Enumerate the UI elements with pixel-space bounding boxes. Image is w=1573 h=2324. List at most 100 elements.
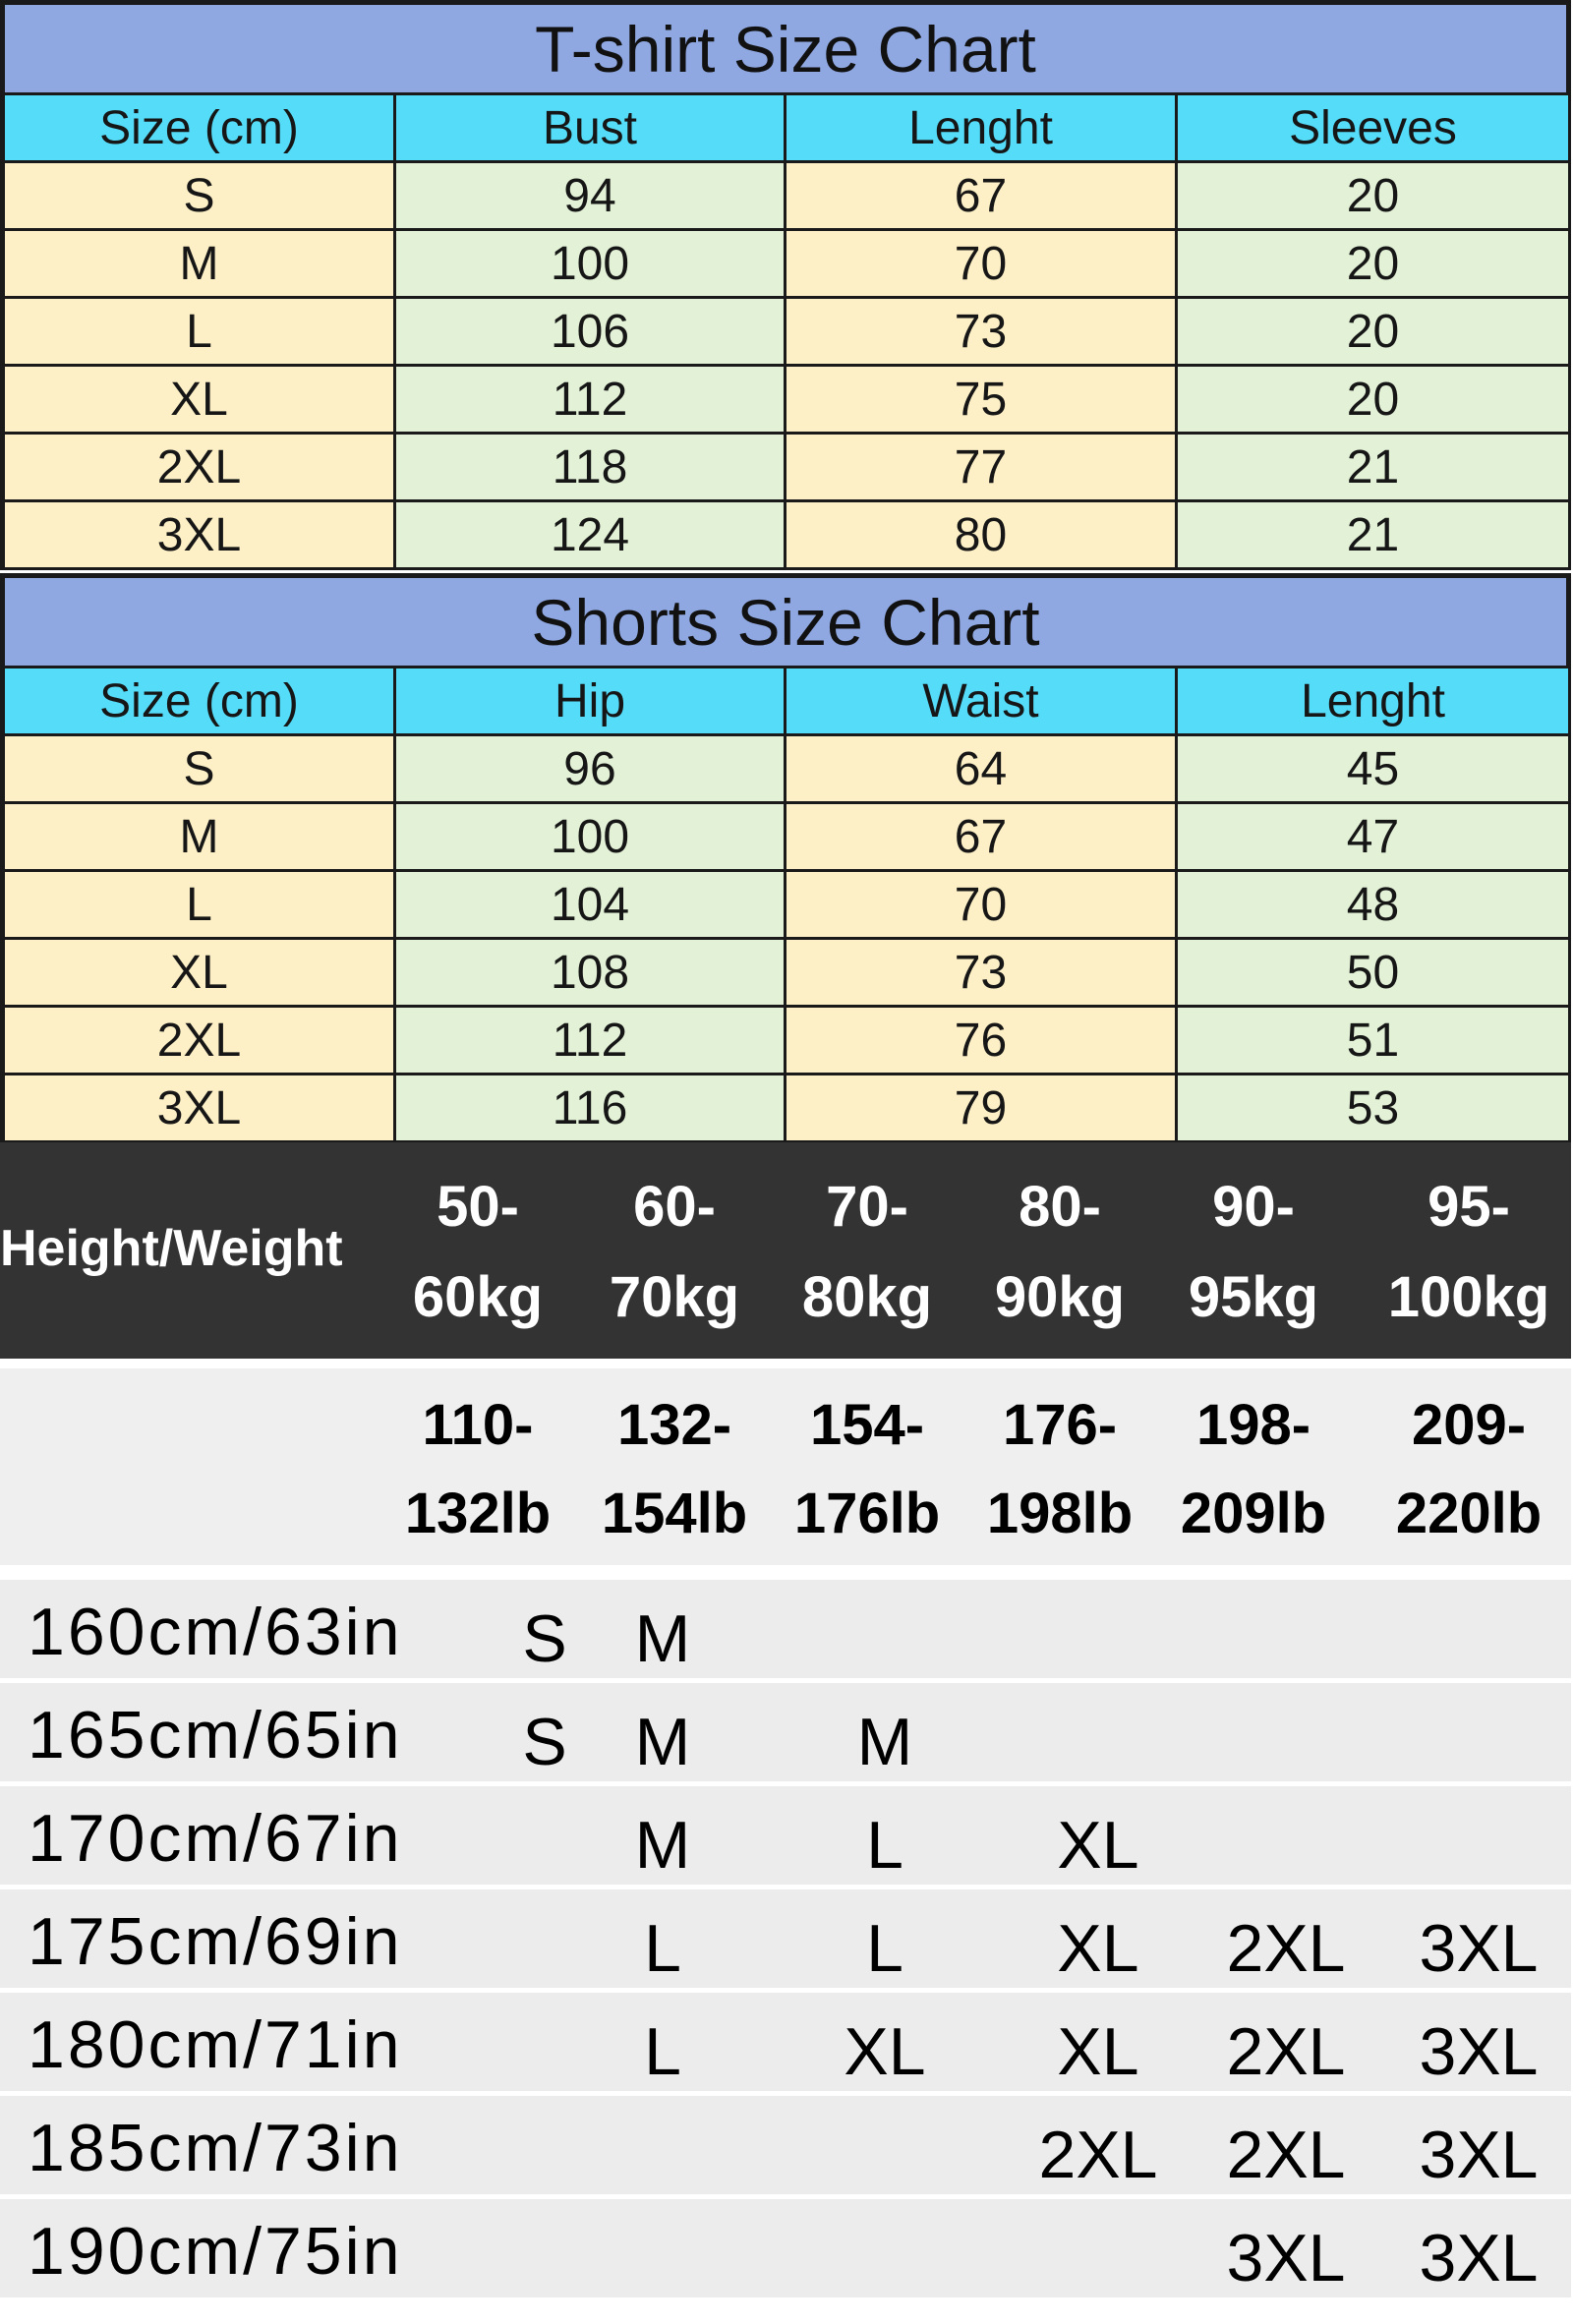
height-label: 165cm/65in <box>28 1698 403 1772</box>
kg-range-start: 60- <box>633 1175 716 1239</box>
shorts-cell: L <box>0 872 396 940</box>
lb-range-end: 198lb <box>986 1482 1134 1545</box>
shorts-cell: 50 <box>1178 940 1571 1008</box>
recommended-size: XL <box>844 2014 926 2089</box>
kg-range-start: 90- <box>1212 1175 1295 1239</box>
shorts-cell: 3XL <box>0 1075 396 1143</box>
kg-range-end: 95kg <box>1188 1265 1319 1329</box>
recommended-size: L <box>866 1911 903 1986</box>
shorts-cell: 2XL <box>0 1008 396 1075</box>
recommended-size: 2XL <box>1226 1911 1346 1986</box>
lb-range-start: 209- <box>1411 1393 1527 1457</box>
recommended-size: 2XL <box>1226 2014 1346 2089</box>
recommended-size: 3XL <box>1226 2221 1346 2295</box>
kg-range-start: 50- <box>437 1175 519 1239</box>
tshirt-cell: 3XL <box>0 502 396 570</box>
lb-range-start: 154- <box>809 1393 925 1457</box>
shorts-cell: 104 <box>396 872 786 940</box>
tshirt-cell: 70 <box>786 231 1178 299</box>
shorts-cell: 112 <box>396 1008 786 1075</box>
recommended-size: 3XL <box>1419 2221 1539 2295</box>
tshirt-cell: 100 <box>396 231 786 299</box>
recommended-size: 3XL <box>1419 2014 1539 2089</box>
recommended-size: M <box>634 1705 691 1779</box>
recommended-size: XL <box>1057 2014 1139 2089</box>
tshirt-cell: 75 <box>786 367 1178 435</box>
shorts-cell: 53 <box>1178 1075 1571 1143</box>
shorts-cell: S <box>0 736 396 804</box>
recommended-size: L <box>644 1911 681 1986</box>
shorts-cell: 96 <box>396 736 786 804</box>
kg-range-start: 70- <box>826 1175 908 1239</box>
recommended-size: M <box>634 1601 691 1676</box>
lb-range-end: 220lb <box>1395 1482 1543 1545</box>
kg-range-end: 80kg <box>801 1265 933 1329</box>
kg-range-end: 100kg <box>1387 1265 1550 1329</box>
shorts-cell: XL <box>0 940 396 1008</box>
kg-range-start: 80- <box>1019 1175 1101 1239</box>
shorts-cell: 100 <box>396 804 786 872</box>
tshirt-cell: 118 <box>396 435 786 502</box>
recommended-size: XL <box>1057 1911 1139 1986</box>
tshirt-cell: 94 <box>396 163 786 231</box>
tshirt-cell: 73 <box>786 299 1178 367</box>
tshirt-cell: M <box>0 231 396 299</box>
shorts-cell: 67 <box>786 804 1178 872</box>
tshirt-cell: 20 <box>1178 163 1571 231</box>
tshirt-cell: 112 <box>396 367 786 435</box>
recommended-size: 3XL <box>1419 2118 1539 2192</box>
height-row <box>0 1683 1571 1781</box>
kg-range-end: 70kg <box>609 1265 740 1329</box>
shorts-header-3: Lenght <box>1178 668 1571 736</box>
shorts-cell: 76 <box>786 1008 1178 1075</box>
shorts-cell: 45 <box>1178 736 1571 804</box>
tshirt-cell: 80 <box>786 502 1178 570</box>
height-row <box>0 1580 1571 1678</box>
height-label: 180cm/71in <box>28 2007 403 2082</box>
tshirt-cell: 2XL <box>0 435 396 502</box>
recommended-size: 3XL <box>1419 1911 1539 1986</box>
kg-range-end: 90kg <box>994 1265 1126 1329</box>
tshirt-cell: 21 <box>1178 435 1571 502</box>
tshirt-header-3: Sleeves <box>1178 95 1571 163</box>
shorts-header-1: Hip <box>396 668 786 736</box>
lb-range-end: 132lb <box>404 1482 552 1545</box>
weight-lb-header <box>0 1368 1571 1565</box>
kg-range-end: 60kg <box>412 1265 544 1329</box>
recommended-size: L <box>866 1808 903 1883</box>
height-label: 170cm/67in <box>28 1801 403 1876</box>
tshirt-cell: 20 <box>1178 367 1571 435</box>
tshirt-header-2: Lenght <box>786 95 1178 163</box>
shorts-cell: 51 <box>1178 1008 1571 1075</box>
height-label: 190cm/75in <box>28 2214 403 2289</box>
recommended-size: S <box>522 1705 567 1779</box>
height-row <box>0 1786 1571 1885</box>
shorts-cell: 48 <box>1178 872 1571 940</box>
height-row <box>0 2096 1571 2194</box>
recommended-size: L <box>644 2014 681 2089</box>
tshirt-cell: 77 <box>786 435 1178 502</box>
tshirt-cell: L <box>0 299 396 367</box>
recommended-size: M <box>856 1705 913 1779</box>
height-label: 175cm/69in <box>28 1904 403 1979</box>
kg-range-start: 95- <box>1427 1175 1510 1239</box>
shorts-header-2: Waist <box>786 668 1178 736</box>
shorts-cell: 108 <box>396 940 786 1008</box>
shorts-cell: 73 <box>786 940 1178 1008</box>
shorts-cell: 47 <box>1178 804 1571 872</box>
lb-range-end: 209lb <box>1180 1482 1327 1545</box>
height-label: 185cm/73in <box>28 2111 403 2185</box>
lb-range-end: 176lb <box>793 1482 941 1545</box>
lb-range-start: 198- <box>1195 1393 1311 1457</box>
recommended-size: S <box>522 1601 567 1676</box>
shorts-cell: 64 <box>786 736 1178 804</box>
height-row <box>0 2199 1571 2297</box>
shorts-title: Shorts Size Chart <box>0 573 1571 668</box>
height-label: 160cm/63in <box>28 1595 403 1669</box>
shorts-cell: M <box>0 804 396 872</box>
recommended-size: XL <box>1057 1808 1139 1883</box>
shorts-cell: 116 <box>396 1075 786 1143</box>
tshirt-cell: 106 <box>396 299 786 367</box>
lb-range-end: 154lb <box>601 1482 748 1545</box>
lb-range-start: 176- <box>1002 1393 1118 1457</box>
